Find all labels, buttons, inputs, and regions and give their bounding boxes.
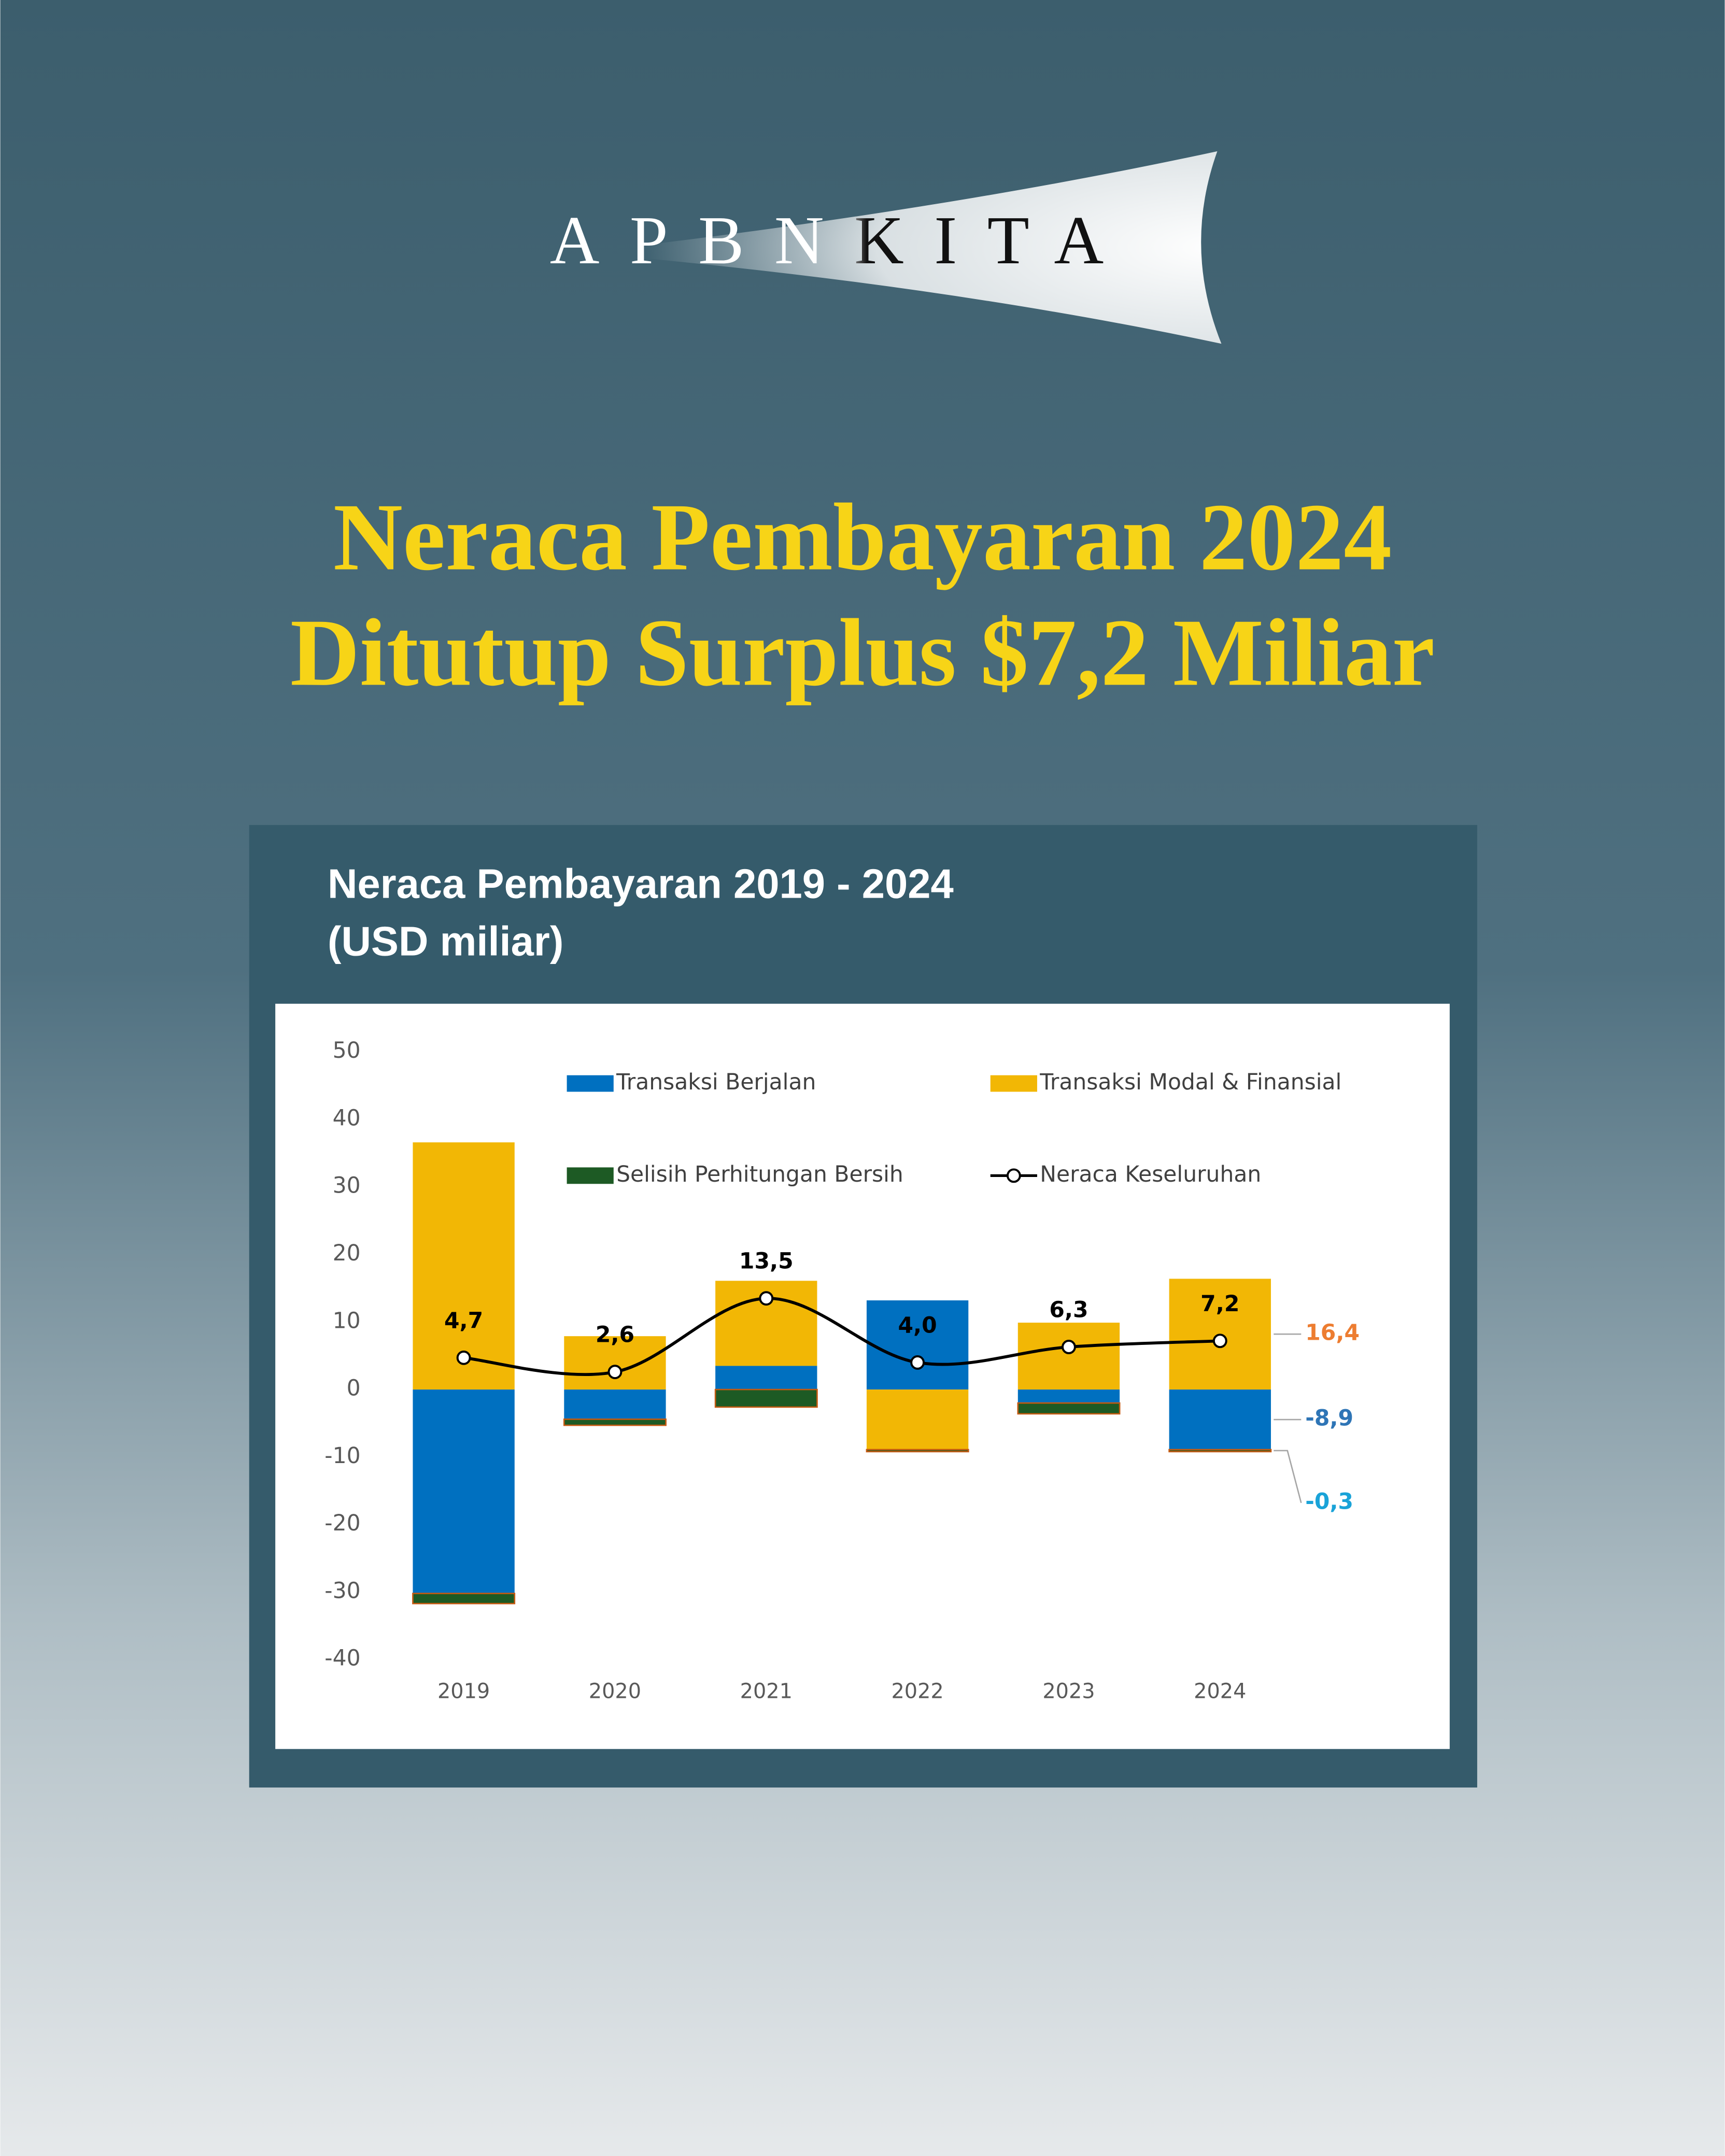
bar-segment <box>1017 1323 1120 1390</box>
x-tick-label: 2019 <box>437 1679 490 1703</box>
legend-label: Selisih Perhitungan Bersih <box>616 1162 903 1187</box>
bar-segment <box>1169 1389 1271 1450</box>
x-tick-label: 2020 <box>589 1679 641 1703</box>
bar-segment <box>866 1449 969 1453</box>
value-label: 4,0 <box>898 1313 937 1338</box>
value-label: 4,7 <box>444 1308 483 1334</box>
x-tick-label: 2023 <box>1042 1679 1095 1703</box>
y-tick-label: 0 <box>347 1376 361 1401</box>
legend-swatch <box>567 1167 614 1184</box>
y-tick-label: 30 <box>333 1173 361 1199</box>
legend-marker <box>1006 1168 1021 1183</box>
line <box>463 1297 1220 1377</box>
chart-title: Neraca Pembayaran 2019 - 2024 <box>328 860 954 906</box>
bar-segment <box>1017 1389 1120 1403</box>
y-tick-label: -10 <box>324 1443 360 1469</box>
y-tick-label: 50 <box>333 1038 361 1063</box>
x-tick-label: 2021 <box>740 1679 793 1703</box>
line-marker <box>607 1365 623 1380</box>
bar-segment <box>866 1389 969 1450</box>
logo-spray <box>646 151 1222 344</box>
bar-segment <box>412 1593 516 1605</box>
value-label: -0,3 <box>1305 1489 1353 1514</box>
y-tick-label: -30 <box>324 1578 360 1604</box>
bar-segment <box>564 1389 666 1420</box>
logo: APBNKITA <box>550 202 1134 278</box>
value-label: 13,5 <box>739 1249 794 1274</box>
value-label: 6,3 <box>1049 1298 1088 1323</box>
legend-label: Transaksi Modal & Finansial <box>1039 1070 1341 1095</box>
bar-segment <box>1017 1402 1121 1415</box>
y-tick-label: -20 <box>324 1511 360 1536</box>
line-marker <box>759 1291 774 1306</box>
y-tick-label: 10 <box>333 1308 361 1334</box>
line-marker <box>456 1350 471 1365</box>
legend-swatch <box>990 1075 1037 1092</box>
legend-swatch <box>567 1075 614 1092</box>
x-tick-label: 2024 <box>1194 1679 1246 1703</box>
value-label: 7,2 <box>1200 1292 1239 1317</box>
y-tick-label: 40 <box>333 1105 361 1131</box>
bar-segment <box>563 1419 667 1426</box>
bar-segment <box>714 1388 818 1408</box>
value-label: 16,4 <box>1305 1321 1360 1346</box>
bar-segment <box>413 1389 515 1594</box>
bar-segment <box>564 1336 666 1390</box>
x-tick-label: 2022 <box>891 1679 943 1703</box>
legend-label: Neraca Keseluruhan <box>1040 1162 1261 1187</box>
bar-segment <box>866 1300 969 1390</box>
legend-label: Transaksi Berjalan <box>616 1070 816 1095</box>
leader-line <box>1274 1450 1302 1503</box>
headline: Neraca Pembayaran 2024 <box>333 485 1392 591</box>
y-tick-label: 20 <box>333 1241 361 1266</box>
bar-segment <box>413 1142 515 1390</box>
line-marker <box>1212 1334 1227 1349</box>
bar-segment <box>1168 1449 1272 1453</box>
chart: -40 -30 -20 -10 0 10 20 30 40 50 2019 2020 2021 2022 2… <box>324 1038 1360 1703</box>
chart-subtitle: (USD miliar) <box>328 918 563 964</box>
line-marker <box>910 1355 925 1370</box>
value-label: -8,9 <box>1305 1406 1353 1431</box>
bar-segment <box>715 1366 817 1390</box>
y-tick-label: -40 <box>324 1646 360 1671</box>
headline: Ditutup Surplus $7,2 Miliar <box>290 600 1435 706</box>
value-label: 2,6 <box>596 1323 634 1348</box>
line-marker <box>1062 1340 1076 1354</box>
